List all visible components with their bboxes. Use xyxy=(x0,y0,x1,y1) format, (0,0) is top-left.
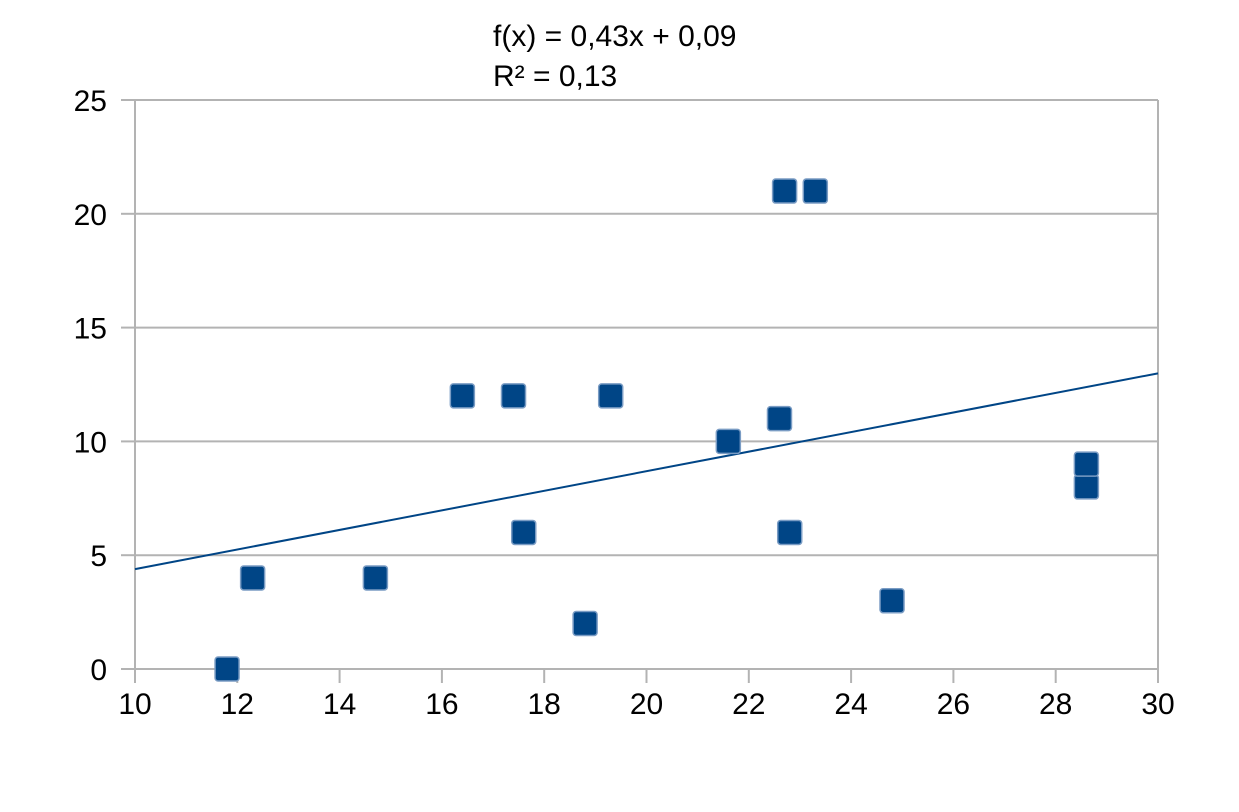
y-tick-label: 0 xyxy=(90,654,107,687)
x-tick-label: 24 xyxy=(834,688,867,721)
x-tick-label: 30 xyxy=(1141,688,1174,721)
data-point xyxy=(510,519,537,546)
data-point xyxy=(239,565,266,591)
x-tick-label: 14 xyxy=(323,688,356,721)
data-point xyxy=(500,383,527,409)
trendline-equation: f(x) = 0,43x + 0,09 xyxy=(493,20,737,53)
y-tick-label: 5 xyxy=(90,540,107,573)
trendline xyxy=(134,372,1159,571)
x-tick-label: 10 xyxy=(118,688,151,721)
data-point xyxy=(771,178,798,204)
y-tick-label: 20 xyxy=(74,199,107,232)
data-point xyxy=(802,178,829,204)
x-tick-label: 12 xyxy=(221,688,254,721)
data-point xyxy=(572,610,598,637)
data-point xyxy=(879,587,905,614)
x-tick-label: 18 xyxy=(528,688,561,721)
data-point xyxy=(715,428,742,455)
data-point xyxy=(214,656,240,682)
y-tick-label: 10 xyxy=(74,426,107,459)
x-tick-label: 28 xyxy=(1039,688,1072,721)
x-tick-label: 22 xyxy=(732,688,765,721)
data-point xyxy=(1073,451,1100,477)
y-tick-label: 15 xyxy=(74,313,107,346)
x-tick-label: 26 xyxy=(937,688,970,721)
x-tick-label: 16 xyxy=(425,688,458,721)
r-squared-label: R² = 0,13 xyxy=(493,60,618,93)
data-point xyxy=(362,565,389,591)
y-tick-label: 25 xyxy=(74,85,107,118)
x-tick-label: 20 xyxy=(630,688,663,721)
data-point xyxy=(766,405,793,432)
data-point xyxy=(449,383,476,409)
data-point xyxy=(776,519,803,546)
data-point xyxy=(597,383,624,409)
data-point xyxy=(1073,474,1100,500)
